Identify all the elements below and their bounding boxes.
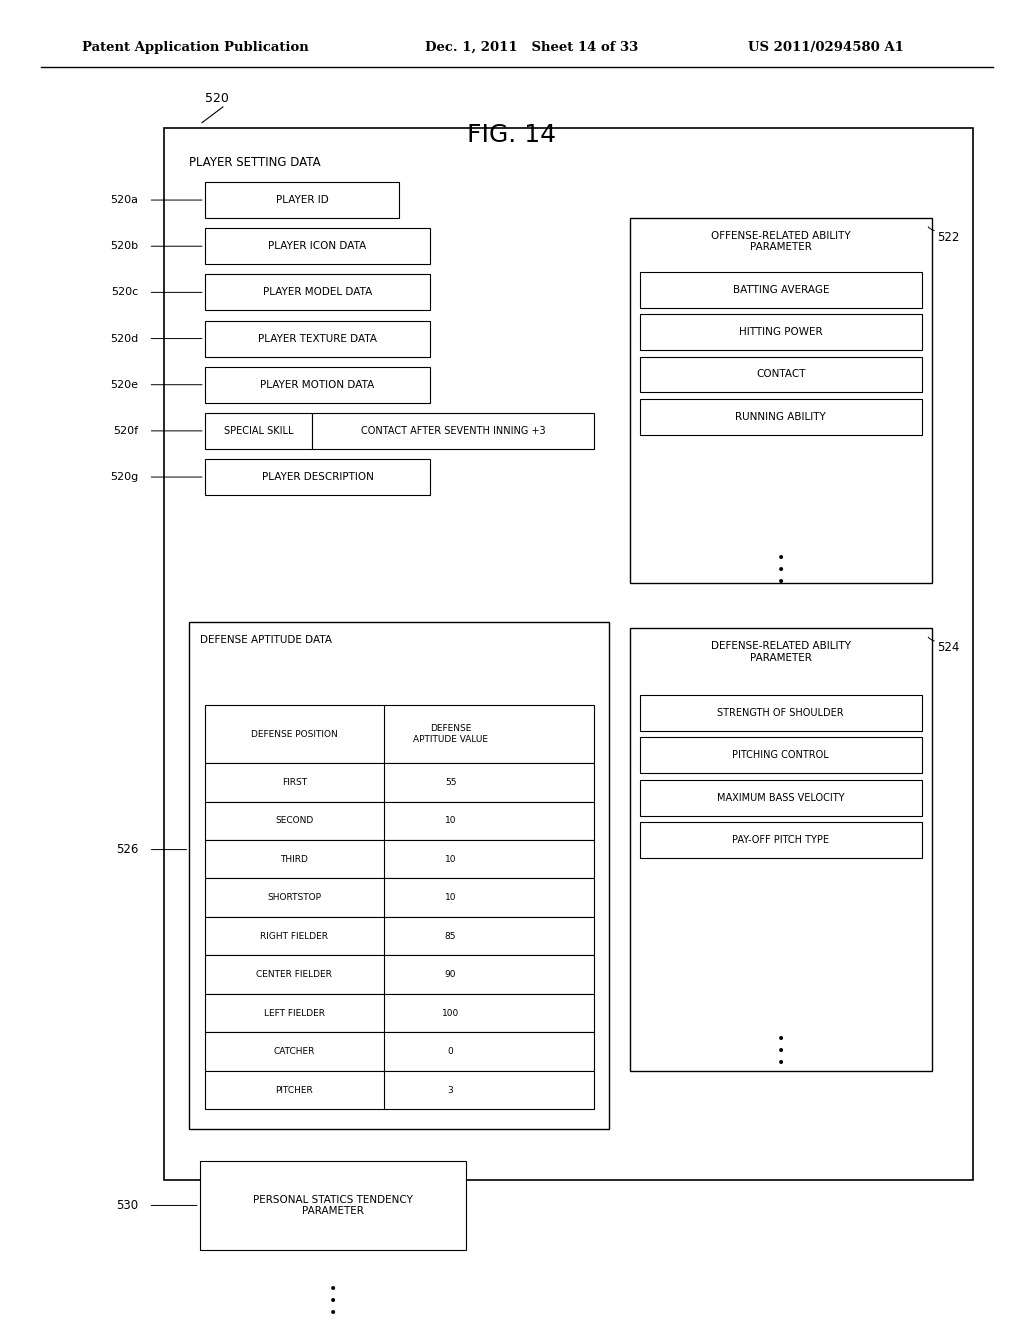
Text: SECOND: SECOND [275,816,313,825]
Text: STRENGTH OF SHOULDER: STRENGTH OF SHOULDER [718,708,844,718]
Text: PLAYER SETTING DATA: PLAYER SETTING DATA [189,157,322,169]
Text: Dec. 1, 2011   Sheet 14 of 33: Dec. 1, 2011 Sheet 14 of 33 [425,41,638,54]
Text: 530: 530 [116,1199,138,1212]
FancyBboxPatch shape [205,1032,594,1071]
FancyBboxPatch shape [205,321,430,356]
FancyBboxPatch shape [205,413,312,449]
FancyBboxPatch shape [200,1160,466,1250]
Text: Patent Application Publication: Patent Application Publication [82,41,308,54]
Text: PAY-OFF PITCH TYPE: PAY-OFF PITCH TYPE [732,836,829,845]
Text: PLAYER MOTION DATA: PLAYER MOTION DATA [260,380,375,389]
Text: 10: 10 [444,816,457,825]
Text: THIRD: THIRD [281,855,308,863]
Text: PITCHER: PITCHER [275,1085,313,1094]
Text: •
•
•: • • • [329,1283,337,1320]
FancyBboxPatch shape [205,801,594,840]
Text: DEFENSE POSITION: DEFENSE POSITION [251,730,338,739]
FancyBboxPatch shape [630,628,932,1071]
FancyBboxPatch shape [205,956,594,994]
Text: PLAYER MODEL DATA: PLAYER MODEL DATA [263,288,372,297]
Text: DEFENSE APTITUDE DATA: DEFENSE APTITUDE DATA [200,635,332,644]
Text: PITCHING CONTROL: PITCHING CONTROL [732,750,829,760]
FancyBboxPatch shape [205,228,430,264]
Text: 10: 10 [444,855,457,863]
Text: OFFENSE-RELATED ABILITY
PARAMETER: OFFENSE-RELATED ABILITY PARAMETER [711,231,851,252]
Text: 520c: 520c [111,288,138,297]
Text: 55: 55 [444,777,457,787]
FancyBboxPatch shape [205,840,594,878]
Text: MAXIMUM BASS VELOCITY: MAXIMUM BASS VELOCITY [717,792,845,803]
Text: SPECIAL SKILL: SPECIAL SKILL [224,426,293,436]
Text: BATTING AVERAGE: BATTING AVERAGE [732,285,829,294]
FancyBboxPatch shape [205,763,594,801]
Text: CONTACT AFTER SEVENTH INNING +3: CONTACT AFTER SEVENTH INNING +3 [360,426,546,436]
Text: PERSONAL STATICS TENDENCY
PARAMETER: PERSONAL STATICS TENDENCY PARAMETER [253,1195,413,1216]
FancyBboxPatch shape [205,182,399,218]
Text: 524: 524 [937,642,959,655]
Text: RUNNING ABILITY: RUNNING ABILITY [735,412,826,422]
FancyBboxPatch shape [189,622,609,1129]
FancyBboxPatch shape [640,314,922,350]
Text: 526: 526 [116,843,138,857]
Text: US 2011/0294580 A1: US 2011/0294580 A1 [748,41,903,54]
FancyBboxPatch shape [640,272,922,308]
Text: CONTACT: CONTACT [756,370,806,379]
FancyBboxPatch shape [164,128,973,1180]
FancyBboxPatch shape [205,705,594,763]
Text: PLAYER TEXTURE DATA: PLAYER TEXTURE DATA [258,334,377,343]
Text: 10: 10 [444,894,457,902]
Text: DEFENSE
APTITUDE VALUE: DEFENSE APTITUDE VALUE [413,725,488,744]
Text: 520f: 520f [113,426,138,436]
FancyBboxPatch shape [205,878,594,917]
Text: 522: 522 [937,231,959,244]
FancyBboxPatch shape [205,994,594,1032]
FancyBboxPatch shape [640,780,922,816]
FancyBboxPatch shape [205,459,430,495]
Text: 520d: 520d [110,334,138,343]
Text: FIG. 14: FIG. 14 [467,123,557,147]
Text: CENTER FIELDER: CENTER FIELDER [256,970,333,979]
Text: 520a: 520a [111,195,138,205]
Text: •
•
•: • • • [776,1032,785,1071]
FancyBboxPatch shape [630,218,932,583]
Text: 100: 100 [442,1008,459,1018]
Text: FIRST: FIRST [282,777,307,787]
FancyBboxPatch shape [640,822,922,858]
FancyBboxPatch shape [312,413,594,449]
Text: PLAYER DESCRIPTION: PLAYER DESCRIPTION [261,473,374,482]
Text: 520: 520 [205,92,228,106]
Text: 3: 3 [447,1085,454,1094]
Text: 520e: 520e [111,380,138,389]
Text: CATCHER: CATCHER [273,1047,315,1056]
FancyBboxPatch shape [205,367,430,403]
FancyBboxPatch shape [640,738,922,774]
Text: RIGHT FIELDER: RIGHT FIELDER [260,932,329,941]
Text: 90: 90 [444,970,457,979]
Text: 520b: 520b [111,242,138,251]
Text: PLAYER ID: PLAYER ID [275,195,329,205]
FancyBboxPatch shape [205,275,430,310]
Text: SHORTSTOP: SHORTSTOP [267,894,322,902]
Text: HITTING POWER: HITTING POWER [739,327,822,337]
FancyBboxPatch shape [205,1071,594,1109]
Text: 85: 85 [444,932,457,941]
Text: LEFT FIELDER: LEFT FIELDER [264,1008,325,1018]
FancyBboxPatch shape [640,696,922,731]
Text: 520g: 520g [110,473,138,482]
FancyBboxPatch shape [640,356,922,392]
Text: 0: 0 [447,1047,454,1056]
Text: PLAYER ICON DATA: PLAYER ICON DATA [268,242,367,251]
FancyBboxPatch shape [205,917,594,956]
Text: DEFENSE-RELATED ABILITY
PARAMETER: DEFENSE-RELATED ABILITY PARAMETER [711,642,851,663]
FancyBboxPatch shape [640,399,922,434]
Text: •
•
•: • • • [776,552,785,589]
